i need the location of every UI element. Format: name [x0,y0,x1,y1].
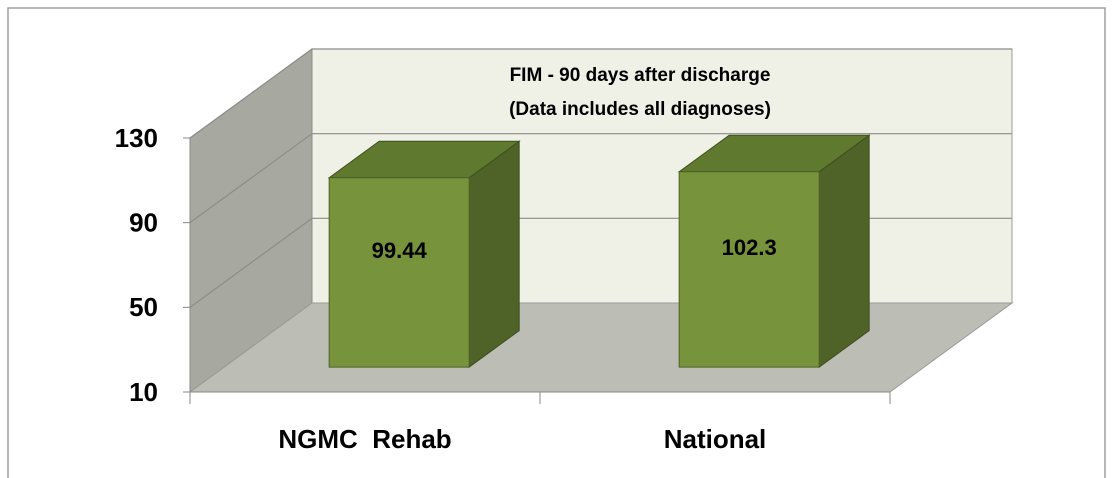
y-tick-label: 90 [129,208,158,238]
x-tick-label: National [664,424,767,454]
y-tick-label: 130 [115,123,158,153]
x-tick-label: NGMC Rehab [278,424,451,454]
y-tick-label: 50 [129,292,158,322]
bar [678,171,820,368]
bar-side [818,134,870,369]
value-label: 99.44 [372,238,428,263]
y-tick-label: 10 [129,377,158,407]
bar [328,177,470,368]
bar-side [468,140,520,369]
floor [188,302,1014,393]
grid-line [189,133,1012,224]
chart-subtitle: (Data includes all diagnoses) [509,99,771,120]
grid-line [189,48,1012,139]
value-label: 102.3 [722,235,777,260]
chart-title: FIM - 90 days after discharge [510,65,771,86]
